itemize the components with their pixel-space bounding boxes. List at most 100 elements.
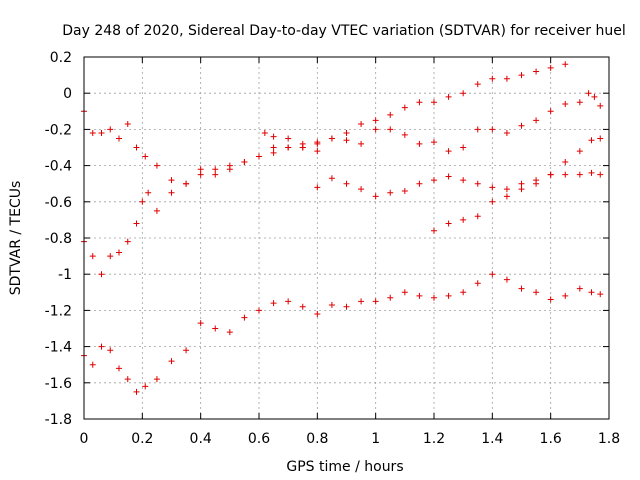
data-point [107, 126, 114, 133]
data-point [116, 365, 122, 372]
data-point [387, 294, 394, 301]
data-point [98, 271, 105, 278]
data-point [343, 130, 350, 137]
data-point [226, 329, 233, 336]
data-point [133, 144, 140, 151]
x-tick-label: 1.2 [423, 431, 445, 447]
data-point [387, 189, 394, 196]
data-point [518, 285, 525, 292]
data-point [588, 169, 595, 176]
data-point [168, 358, 175, 365]
y-tick-label: -0.6 [45, 195, 72, 211]
data-point [547, 171, 554, 178]
data-point [533, 117, 540, 124]
x-tick-label: 0.2 [131, 431, 153, 447]
data-point [445, 292, 452, 299]
data-point [597, 102, 604, 109]
x-tick-label: 0.6 [248, 431, 270, 447]
data-point [142, 153, 149, 160]
axes: 0 0.2 0.4 0.6 0.8 1 1.2 1.4 1.6 1.8 0.2 0 -0.2 -0.4 -0… [45, 50, 620, 447]
data-point [474, 180, 481, 187]
data-point [460, 144, 467, 151]
data-point [124, 120, 131, 127]
data-point [547, 296, 554, 303]
data-point [588, 289, 595, 296]
data-point [314, 184, 321, 191]
data-point [401, 289, 408, 296]
data-point [285, 298, 292, 305]
series-track-1 [81, 61, 569, 187]
data-point [212, 171, 219, 178]
y-tick-label: -1 [58, 267, 72, 283]
series-track-6 [81, 271, 604, 395]
data-point [416, 180, 423, 187]
data-point [226, 166, 233, 173]
data-point [372, 117, 379, 124]
data-point [416, 292, 423, 299]
data-point [503, 75, 510, 82]
chart-title: Day 248 of 2020, Sidereal Day-to-day VTE… [62, 23, 625, 39]
data-point [153, 376, 160, 383]
data-point [445, 173, 452, 180]
data-point [314, 311, 321, 318]
data-point [562, 158, 569, 165]
data-point [372, 126, 379, 133]
data-point [299, 303, 306, 310]
data-point [562, 61, 569, 68]
data-point [518, 122, 525, 129]
data-point [562, 171, 569, 178]
data-point [401, 104, 408, 111]
data-point [562, 101, 569, 108]
data-point [139, 198, 146, 205]
data-point [387, 111, 394, 118]
x-tick-label: 1.6 [540, 431, 562, 447]
data-point [445, 148, 452, 155]
data-point [89, 253, 96, 260]
data-point [431, 227, 437, 234]
data-point [116, 249, 122, 256]
data-point [460, 216, 467, 223]
data-point [588, 137, 595, 144]
grid-lines [84, 57, 609, 419]
y-tick-label: 0 [63, 86, 72, 102]
data-point [285, 144, 292, 151]
y-tick-label: -0.2 [45, 122, 72, 138]
data-point [212, 325, 219, 332]
data-point [387, 126, 394, 133]
data-point [431, 99, 437, 106]
x-tick-label: 0.4 [190, 431, 212, 447]
series-track-5 [431, 135, 604, 234]
data-point [124, 376, 131, 383]
data-point [270, 133, 277, 140]
data-point [585, 90, 592, 97]
data-point [533, 180, 540, 187]
data-point [314, 148, 321, 155]
data-point [489, 184, 496, 191]
data-point [328, 301, 335, 308]
data-point [358, 186, 365, 193]
data-point [474, 280, 481, 287]
data-point [445, 220, 452, 227]
y-tick-label: -1.4 [45, 340, 72, 356]
data-point [107, 253, 114, 260]
data-point [124, 238, 131, 245]
data-point [153, 207, 160, 214]
data-point [562, 292, 569, 299]
data-point [489, 75, 496, 82]
data-point [547, 108, 554, 115]
y-tick-label: -1.6 [45, 376, 72, 392]
data-point [401, 131, 408, 138]
data-point [576, 99, 583, 106]
data-point [503, 130, 510, 137]
y-tick-label: -1.2 [45, 303, 72, 319]
data-point [401, 187, 408, 194]
data-point [343, 303, 350, 310]
data-point [597, 171, 604, 178]
data-point [107, 347, 114, 354]
series-track-4 [314, 169, 604, 200]
data-point [460, 90, 467, 97]
data-point [474, 126, 481, 133]
data-point [597, 291, 604, 298]
x-tick-label: 0.8 [306, 431, 328, 447]
